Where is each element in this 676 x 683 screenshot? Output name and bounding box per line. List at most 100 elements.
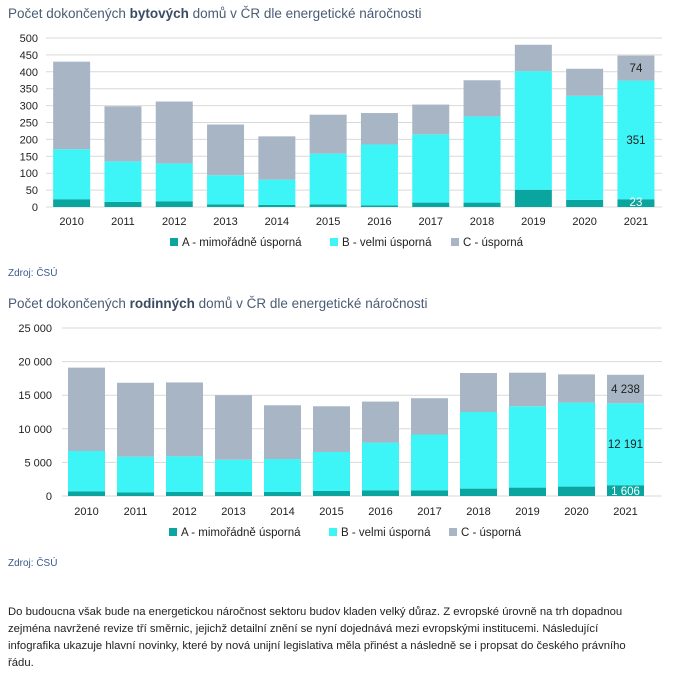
bar-C-2016 xyxy=(362,401,399,443)
bar-A-2020 xyxy=(558,486,595,496)
bar-C-2018 xyxy=(460,373,497,412)
chart-1-title-part: domů v ČR dle energetické náročnosti xyxy=(188,6,422,21)
y-tick-label: 50 xyxy=(26,185,38,197)
data-label-A-2021: 1 606 xyxy=(611,486,640,498)
bar-B-2021 xyxy=(607,403,644,486)
bar-A-2015 xyxy=(313,490,350,496)
chart-2-title: Počet dokončených rodinných domů v ČR dl… xyxy=(8,296,427,311)
bar-A-2021 xyxy=(607,485,644,496)
y-tick-label: 450 xyxy=(20,50,38,62)
x-tick-label: 2017 xyxy=(417,506,441,518)
bar-B-2016 xyxy=(360,144,398,206)
x-tick-label: 2018 xyxy=(470,216,494,228)
bar-A-2014 xyxy=(258,204,296,207)
data-label-C-2021: 74 xyxy=(630,63,643,75)
y-tick-label: 5 000 xyxy=(24,457,52,469)
y-tick-label: 150 xyxy=(20,151,38,163)
bar-C-2012 xyxy=(166,382,203,457)
data-label-A-2021: 23 xyxy=(630,197,643,209)
bar-B-2018 xyxy=(463,116,501,203)
bar-B-2017 xyxy=(412,134,450,203)
bar-B-2021 xyxy=(617,80,655,200)
x-tick-label: 2020 xyxy=(564,506,588,518)
bar-B-2011 xyxy=(104,161,142,202)
bar-C-2021 xyxy=(607,374,644,404)
bar-C-2019 xyxy=(509,372,546,407)
bar-C-2011 xyxy=(104,106,142,162)
x-tick-label: 2015 xyxy=(316,216,340,228)
bar-C-2020 xyxy=(558,374,595,403)
y-tick-label: 0 xyxy=(32,202,38,214)
y-tick-label: 200 xyxy=(20,134,38,146)
y-tick-label: 500 xyxy=(20,33,38,45)
legend-label-A: A - mimořádně úsporná xyxy=(182,237,302,249)
bar-B-2012 xyxy=(155,163,193,202)
bar-A-2013 xyxy=(215,491,252,496)
y-tick-label: 0 xyxy=(46,491,52,503)
y-tick-label: 400 xyxy=(20,67,38,79)
legend-swatch-B xyxy=(329,528,337,536)
bar-A-2013 xyxy=(207,204,245,207)
bar-B-2010 xyxy=(53,149,91,200)
y-tick-label: 20 000 xyxy=(18,357,52,369)
bar-B-2014 xyxy=(258,179,296,205)
x-tick-label: 2013 xyxy=(221,506,245,518)
bar-C-2013 xyxy=(207,124,245,176)
legend-label-B: B - velmi úsporná xyxy=(341,527,431,539)
paragraph-line: infografika ukazuje hlavní novinky, kter… xyxy=(8,640,626,652)
bar-C-2021 xyxy=(617,55,655,81)
bar-B-2019 xyxy=(509,406,546,488)
x-tick-label: 2012 xyxy=(162,216,186,228)
paragraph-line: řádu. xyxy=(8,657,34,669)
bar-A-2018 xyxy=(463,202,501,207)
bar-C-2020 xyxy=(566,68,604,96)
bar-B-2020 xyxy=(558,402,595,487)
bar-A-2021 xyxy=(617,199,655,207)
chart-1-title-part: Počet dokončených xyxy=(8,6,130,21)
bar-C-2015 xyxy=(313,406,350,452)
bar-C-2016 xyxy=(360,113,398,145)
bar-B-2019 xyxy=(514,71,552,190)
bar-A-2010 xyxy=(68,491,105,496)
bar-A-2011 xyxy=(117,492,154,496)
y-tick-label: 250 xyxy=(20,118,38,130)
bar-A-2012 xyxy=(155,201,193,207)
chart-2-rodinne-domy: 0 5 000 10 000 15 000 20 000 25 000 2010 2011 20… xyxy=(18,323,662,539)
legend-label-B: B - velmi úsporná xyxy=(342,237,432,249)
x-tick-label: 2018 xyxy=(466,506,490,518)
bar-A-2020 xyxy=(566,199,604,207)
chart-1-bytove-domy: 0 50 100 150 200 250 300 350 400 450 500 2010 2011 20… xyxy=(20,33,662,249)
x-tick-label: 2010 xyxy=(59,216,83,228)
x-tick-label: 2011 xyxy=(124,506,148,518)
legend-swatch-C xyxy=(449,528,457,536)
bar-B-2015 xyxy=(313,451,350,491)
bar-C-2017 xyxy=(411,398,448,435)
x-tick-label: 2021 xyxy=(613,506,637,518)
body-paragraph: Do budoucna však bude na energetickou ná… xyxy=(8,604,668,672)
x-tick-label: 2015 xyxy=(319,506,343,518)
chart-1-source: Zdroj: ČSÚ xyxy=(8,268,58,279)
bar-C-2010 xyxy=(53,61,91,150)
y-tick-label: 100 xyxy=(20,168,38,180)
bar-C-2012 xyxy=(155,101,193,164)
bar-A-2014 xyxy=(264,491,301,496)
y-tick-label: 15 000 xyxy=(18,390,52,402)
bar-C-2014 xyxy=(258,136,296,180)
bar-C-2014 xyxy=(264,405,301,460)
legend-swatch-B xyxy=(330,238,338,246)
bar-B-2013 xyxy=(207,175,245,205)
x-tick-label: 2014 xyxy=(265,216,289,228)
x-tick-label: 2021 xyxy=(624,216,648,228)
x-tick-label: 2014 xyxy=(270,506,294,518)
data-label-B-2021: 351 xyxy=(626,135,645,147)
bar-A-2017 xyxy=(411,490,448,496)
chart-2-source: Zdroj: ČSÚ xyxy=(8,558,58,569)
paragraph-line: zejména navržené revize tří směrnic, jej… xyxy=(8,623,599,635)
x-tick-label: 2020 xyxy=(572,216,596,228)
bar-A-2019 xyxy=(509,487,546,496)
data-label-B-2021: 12 191 xyxy=(608,439,643,451)
paragraph-line: Do budoucna však bude na energetickou ná… xyxy=(8,606,623,618)
y-tick-label: 25 000 xyxy=(18,323,52,335)
x-tick-label: 2012 xyxy=(172,506,196,518)
bar-C-2018 xyxy=(463,80,501,117)
